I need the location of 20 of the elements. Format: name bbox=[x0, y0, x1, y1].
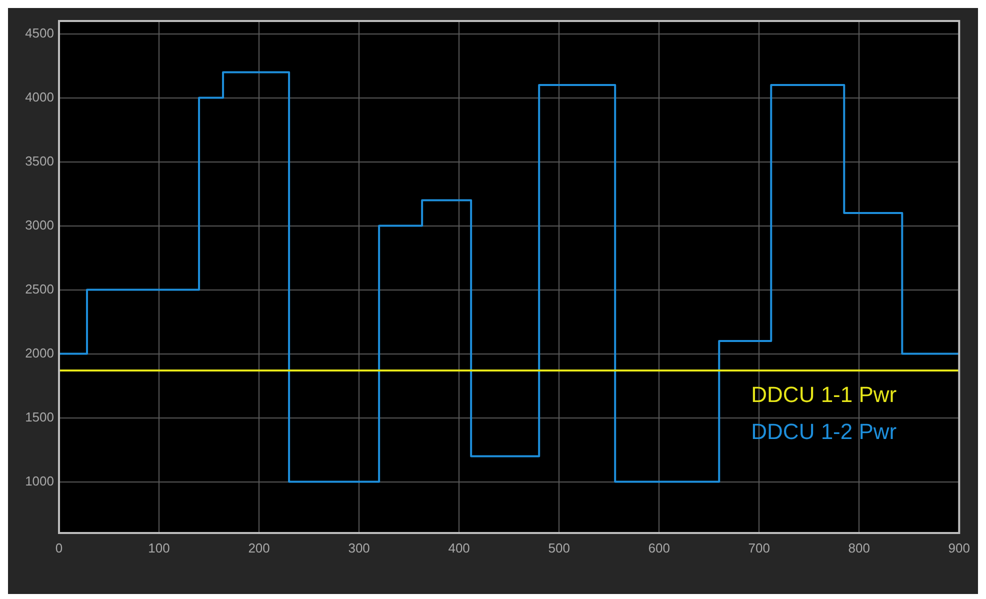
x-tick-label: 400 bbox=[448, 540, 470, 556]
y-tick-label: 3000 bbox=[25, 217, 54, 232]
series-label: DDCU 1-2 Pwr bbox=[751, 419, 897, 444]
x-tick-label: 200 bbox=[248, 540, 270, 556]
x-tick-label: 0 bbox=[55, 540, 63, 556]
x-tick-label: 700 bbox=[748, 540, 770, 556]
y-tick-label: 2000 bbox=[25, 345, 54, 360]
x-tick-label: 500 bbox=[548, 540, 570, 556]
y-tick-label: 1500 bbox=[25, 409, 54, 424]
y-tick-label: 4000 bbox=[25, 89, 54, 104]
y-tick-label: 3500 bbox=[25, 153, 54, 168]
series-label: DDCU 1-1 Pwr bbox=[751, 382, 897, 408]
x-tick-label: 600 bbox=[648, 540, 670, 556]
x-tick-label: 300 bbox=[348, 540, 370, 556]
y-tick-label: 4500 bbox=[25, 25, 54, 40]
x-tick-label: 100 bbox=[148, 540, 170, 556]
x-tick-label: 800 bbox=[848, 540, 870, 556]
y-tick-label: 2500 bbox=[25, 281, 54, 296]
y-tick-label: 1000 bbox=[25, 473, 54, 488]
x-tick-label: 900 bbox=[948, 540, 970, 556]
